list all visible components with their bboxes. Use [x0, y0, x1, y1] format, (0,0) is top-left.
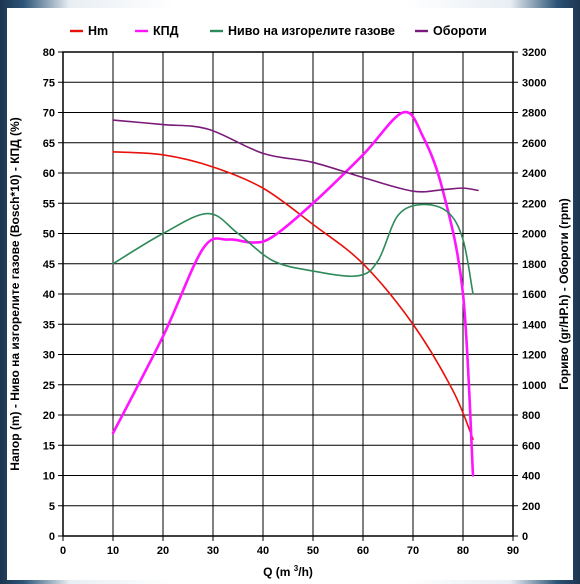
y-right-tick-label: 1400	[522, 319, 546, 331]
legend-label: Ниво на изгорелите газове	[228, 24, 395, 38]
x-tick-label: 40	[257, 545, 269, 557]
series-layer	[111, 110, 479, 477]
series-3-line	[112, 203, 474, 295]
x-tick-label: 80	[457, 545, 469, 557]
y-right-tick-label: 1000	[522, 380, 546, 392]
tick-labels: 0 10 20 30 40 50 60 70 80 90051015202530354045505…	[43, 47, 547, 557]
x-tick-label: 20	[157, 545, 169, 557]
series-2-line	[111, 110, 475, 477]
y-right-tick-label: 0	[522, 531, 528, 543]
y-right-tick-label: 1600	[522, 289, 546, 301]
y-right-tick-label: 2800	[522, 108, 546, 120]
y-left-tick-label: 50	[43, 229, 55, 241]
axes	[58, 51, 518, 541]
y-left-tick-label: 5	[49, 501, 55, 513]
x-tick-label: 70	[407, 545, 419, 557]
y-right-tick-label: 3000	[522, 77, 546, 89]
x-tick-label: 90	[507, 545, 519, 557]
y-left-tick-label: 80	[43, 47, 55, 59]
series-4-line	[112, 119, 479, 193]
y-left-tick-label: 35	[43, 319, 55, 331]
y-axis-left-label: Напор (m) - Ниво на изгорелите газове (B…	[8, 117, 22, 470]
y-left-tick-label: 40	[43, 289, 55, 301]
y-right-tick-label: 800	[522, 410, 540, 422]
y-axis-right-label: Гориво (gr/HP.h) - Обороти (rpm)	[557, 198, 571, 390]
y-left-tick-label: 25	[43, 380, 55, 392]
series-1-line	[112, 151, 474, 440]
y-left-tick-label: 10	[43, 471, 55, 483]
x-axis-label-main: Q (m	[263, 565, 290, 579]
legend-label: Hm	[88, 24, 108, 38]
x-axis-label-superscript: 3	[294, 564, 299, 573]
x-tick-label: 60	[357, 545, 369, 557]
y-left-tick-label: 0	[49, 531, 55, 543]
y-left-tick-label: 75	[43, 77, 55, 89]
y-right-tick-label: 2200	[522, 198, 546, 210]
legend-label: Обороти	[433, 24, 487, 38]
y-right-tick-label: 600	[522, 440, 540, 452]
x-tick-label: 0	[60, 545, 66, 557]
x-axis-label: Q (m 3/h)	[263, 564, 313, 579]
y-right-tick-label: 2400	[522, 168, 546, 180]
y-right-tick-label: 2600	[522, 138, 546, 150]
y-left-tick-label: 20	[43, 410, 55, 422]
y-right-tick-label: 1200	[522, 350, 546, 362]
legend-label: КПД	[153, 24, 179, 38]
x-tick-label: 10	[107, 545, 119, 557]
y-left-tick-label: 65	[43, 138, 55, 150]
legend: Hm КПД Ниво на изгорелите газове Обороти	[70, 24, 487, 38]
y-left-tick-label: 30	[43, 350, 55, 362]
y-right-tick-label: 3200	[522, 47, 546, 59]
y-left-tick-label: 60	[43, 168, 55, 180]
y-right-tick-label: 1800	[522, 259, 546, 271]
x-tick-label: 30	[207, 545, 219, 557]
y-right-tick-label: 2000	[522, 229, 546, 241]
y-left-tick-label: 45	[43, 259, 55, 271]
y-right-tick-label: 200	[522, 501, 540, 513]
y-left-tick-label: 55	[43, 198, 55, 210]
y-left-tick-label: 15	[43, 440, 55, 452]
x-tick-label: 50	[307, 545, 319, 557]
x-axis-label-rest: /h)	[298, 565, 313, 579]
y-left-tick-label: 70	[43, 108, 55, 120]
y-right-tick-label: 400	[522, 471, 540, 483]
